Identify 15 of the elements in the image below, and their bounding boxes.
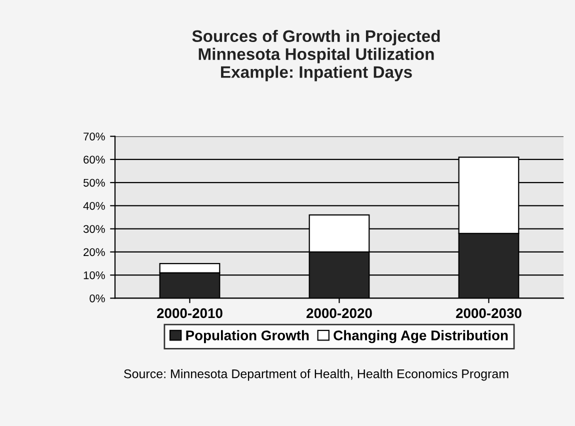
legend-label: Changing Age Distribution: [334, 330, 508, 344]
chart-title: Sources of Growth in Projected Minnesota Hospital Utilization Example: Inpatient Days: [192, 30, 440, 82]
y-tick-label: 70%: [84, 132, 105, 140]
y-tick-label: 40%: [83, 202, 105, 210]
y-tick-label: 30%: [83, 225, 105, 233]
y-tick-label: 50%: [83, 178, 105, 187]
y-tick-label: 10%: [84, 271, 105, 280]
x-tick-label: 2000-2030: [456, 308, 522, 318]
legend-label: Population Growth: [186, 330, 309, 344]
source-note: Source: Minnesota Department of Health, Health Economics Program: [124, 369, 508, 381]
y-tick-label: 0%: [90, 294, 105, 302]
y-tick-label: 20%: [84, 248, 105, 256]
x-tick-label: 2000-2020: [306, 308, 372, 318]
x-tick-label: 2000-2010: [157, 308, 222, 318]
y-tick-label: 60%: [84, 156, 105, 164]
